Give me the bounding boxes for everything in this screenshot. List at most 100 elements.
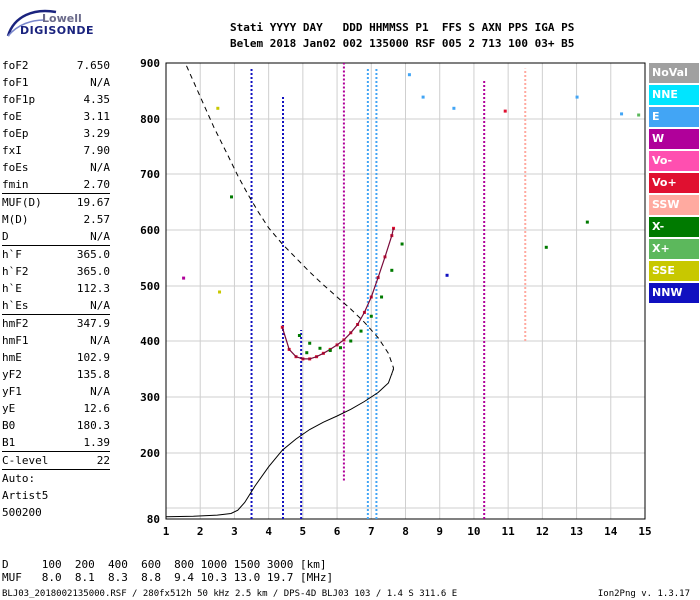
param-value: 102.9 xyxy=(76,351,110,364)
param-name: hmF2 xyxy=(2,317,29,330)
plasma-profile-dashed xyxy=(186,65,395,375)
param-value: N/A xyxy=(90,334,110,347)
param-row: D N/A xyxy=(2,228,110,245)
param-value: 7.650 xyxy=(76,59,110,72)
legend-item-ssw: SSW xyxy=(649,195,699,215)
param-name: h`Es xyxy=(2,299,29,312)
param-name: hmE xyxy=(2,351,22,364)
param-separator xyxy=(2,314,110,315)
param-name: Auto: xyxy=(2,472,36,485)
param-name: M(D) xyxy=(2,213,29,226)
x-trace-point xyxy=(328,349,332,353)
param-name: B1 xyxy=(2,436,16,449)
param-name: foEp xyxy=(2,127,29,140)
param-name: fmin xyxy=(2,178,29,191)
param-separator xyxy=(2,193,110,194)
param-row: fmin 2.70 xyxy=(2,176,110,193)
file-info-line: BLJ03_2018002135000.RSF / 280fx512h 50 k… xyxy=(2,589,458,599)
x-trace-point xyxy=(318,346,322,350)
param-name: hmF1 xyxy=(2,334,29,347)
x-tick-label: 12 xyxy=(536,525,549,538)
param-row: 500200 xyxy=(2,504,110,521)
param-value: 3.29 xyxy=(83,127,111,140)
legend-item-vo-: Vo- xyxy=(649,151,699,171)
echo-point xyxy=(575,95,579,99)
param-separator xyxy=(2,245,110,246)
param-value: 7.90 xyxy=(83,144,111,157)
legend-item-e: E xyxy=(649,107,699,127)
x-tick-label: 4 xyxy=(265,525,272,538)
param-name: yF2 xyxy=(2,368,22,381)
legend-item-sse: SSE xyxy=(649,261,699,281)
legend-item-noval: NoVal xyxy=(649,63,699,83)
x-trace-point xyxy=(338,346,342,350)
y-tick-label: 600 xyxy=(140,224,160,237)
param-value: 2.70 xyxy=(83,178,111,191)
param-value: 112.3 xyxy=(76,282,110,295)
x-tick-label: 13 xyxy=(570,525,583,538)
echo-point xyxy=(421,95,425,99)
echo-point xyxy=(452,106,456,110)
param-name: D xyxy=(2,230,9,243)
param-value: 12.6 xyxy=(83,402,111,415)
x-tick-label: 5 xyxy=(300,525,307,538)
param-row: B1 1.39 xyxy=(2,434,110,451)
echo-point xyxy=(637,113,641,117)
param-value: N/A xyxy=(90,161,110,174)
param-value: 22 xyxy=(96,454,110,467)
x-trace-point xyxy=(297,334,301,337)
param-value: N/A xyxy=(90,76,110,89)
scaled-parameters-panel: foF2 7.650 foF1 N/A foF1p 4.35 foE 3.11 foEp 3.29… xyxy=(2,57,110,521)
param-value: 135.8 xyxy=(76,368,110,381)
y-tick-label: 400 xyxy=(140,335,160,348)
echo-point xyxy=(182,276,186,280)
param-name: foF1p xyxy=(2,93,36,106)
param-row: C-level 22 xyxy=(2,452,110,469)
footer-distance-line: D 100 200 400 600 800 1000 1500 3000 [km… xyxy=(2,558,327,571)
param-name: 500200 xyxy=(2,506,42,519)
param-value: 19.67 xyxy=(76,196,110,209)
x-trace-point xyxy=(349,339,353,343)
echo-point xyxy=(218,290,222,294)
legend-item-nnw: NNW xyxy=(649,283,699,303)
param-row: h`Es N/A xyxy=(2,297,110,314)
legend-item-nne: NNE xyxy=(649,85,699,105)
param-name: yE xyxy=(2,402,16,415)
legend-item-x-: X+ xyxy=(649,239,699,259)
plot-frame xyxy=(165,62,646,520)
param-row: M(D) 2.57 xyxy=(2,211,110,228)
digisonde-logo: Lowell DIGISONDE xyxy=(4,6,154,46)
y-tick-label: 80 xyxy=(147,513,160,526)
x-trace-point xyxy=(359,329,363,333)
param-row: yF2 135.8 xyxy=(2,366,110,383)
y-tick-label: 700 xyxy=(140,168,160,181)
param-row: foEs N/A xyxy=(2,159,110,176)
param-name: yF1 xyxy=(2,385,22,398)
param-name: fxI xyxy=(2,144,22,157)
legend-item-vo-: Vo+ xyxy=(649,173,699,193)
param-row: Artist5 xyxy=(2,487,110,504)
param-name: foEs xyxy=(2,161,29,174)
x-tick-label: 9 xyxy=(436,525,443,538)
footer-muf-line: MUF 8.0 8.1 8.3 8.8 9.4 10.3 13.0 19.7 [… xyxy=(2,571,334,584)
echo-point xyxy=(585,220,589,224)
param-name: C-level xyxy=(2,454,49,467)
y-tick-label: 300 xyxy=(140,391,160,404)
param-row: fxI 7.90 xyxy=(2,142,110,159)
plasma-profile-solid xyxy=(165,368,394,518)
param-row: h`F 365.0 xyxy=(2,246,110,263)
param-name: MUF(D) xyxy=(2,196,42,209)
param-value: 180.3 xyxy=(76,419,110,432)
param-row: foF1 N/A xyxy=(2,74,110,91)
param-row: MUF(D) 19.67 xyxy=(2,194,110,211)
echo-point xyxy=(445,273,449,277)
x-tick-label: 2 xyxy=(197,525,204,538)
x-trace-point xyxy=(308,341,312,345)
param-row: hmF2 347.9 xyxy=(2,315,110,332)
param-name: h`F xyxy=(2,248,22,261)
param-value: 365.0 xyxy=(76,248,110,261)
param-row: foF1p 4.35 xyxy=(2,91,110,108)
x-tick-label: 10 xyxy=(467,525,480,538)
echo-point xyxy=(620,112,624,116)
